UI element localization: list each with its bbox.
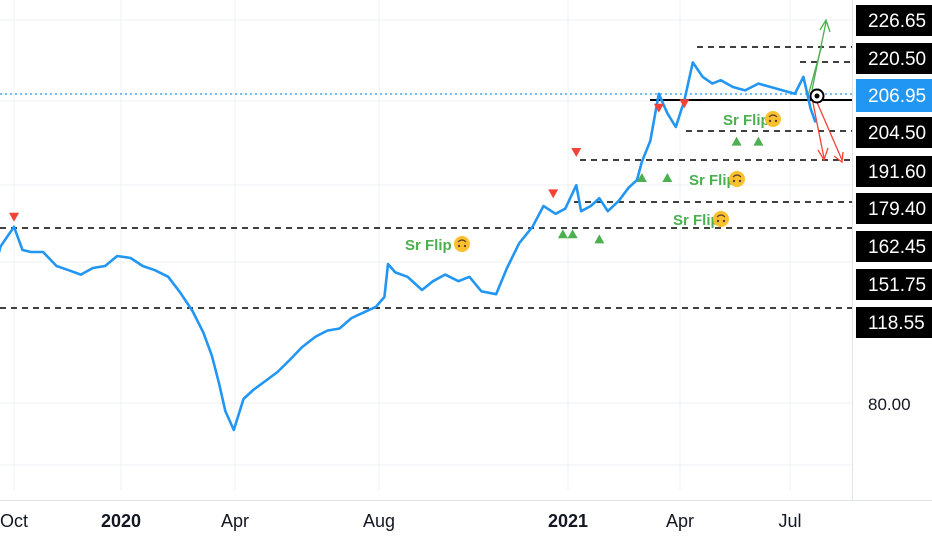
svg-text:179.40: 179.40 — [868, 199, 926, 220]
svg-text:151.75: 151.75 — [868, 275, 926, 296]
upside-down-face-icon — [729, 171, 745, 187]
low-marker-icon — [557, 229, 568, 239]
low-marker-icon — [594, 234, 605, 244]
down-arrow-1 — [811, 97, 825, 159]
svg-text:Sr Flip: Sr Flip — [673, 212, 720, 229]
low-marker-icon — [636, 173, 647, 182]
x-tick-label: Oct — [0, 511, 28, 531]
upside-down-face-icon — [713, 211, 729, 227]
svg-text:226.65: 226.65 — [868, 11, 926, 32]
price-label-box: 151.75 — [856, 269, 932, 300]
annotation-3: Sr Flip — [689, 171, 745, 189]
upside-down-face-icon — [765, 111, 781, 127]
x-tick-label: 2020 — [101, 511, 141, 531]
grid — [0, 0, 852, 490]
annotation-2: Sr Flip — [673, 211, 729, 229]
target-circle-icon — [809, 88, 825, 104]
down-arrow-2 — [815, 99, 843, 161]
low-marker-icon — [567, 229, 578, 239]
x-tick-label: Apr — [666, 511, 694, 531]
high-marker-icon — [679, 99, 690, 109]
svg-text:Sr Flip: Sr Flip — [689, 172, 736, 189]
x-tick-label: Apr — [221, 511, 249, 531]
up-arrow-2 — [807, 44, 823, 97]
price-label-box: 220.50 — [856, 43, 932, 74]
svg-text:206.95: 206.95 — [868, 86, 926, 107]
svg-text:191.60: 191.60 — [868, 162, 926, 183]
upside-down-face-icon — [454, 236, 470, 252]
annotation-1: Sr Flip — [405, 236, 470, 254]
price-label-box: 204.50 — [856, 117, 932, 148]
svg-text:118.55: 118.55 — [868, 313, 925, 334]
price-label-box: 226.65 — [856, 5, 932, 36]
svg-text:162.45: 162.45 — [868, 237, 926, 258]
low-marker-icon — [662, 173, 673, 182]
price-axis[interactable]: 226.65 220.50 206.95 204.50 191.60 179.4… — [852, 0, 932, 500]
high-marker-icon — [9, 212, 19, 222]
down-arrow-2-head — [833, 151, 844, 164]
svg-text:Sr Flip: Sr Flip — [723, 112, 770, 129]
svg-text:204.50: 204.50 — [868, 123, 926, 144]
current-price-badge: 206.95 — [856, 79, 932, 112]
low-marker-icon — [753, 136, 764, 146]
high-marker-icon — [571, 148, 582, 157]
svg-text:220.50: 220.50 — [868, 49, 926, 70]
y-tick-label: 80.00 — [868, 395, 911, 414]
markers — [9, 99, 764, 244]
down-arrow-1-head — [817, 147, 829, 162]
up-arrow-1-head — [819, 18, 831, 33]
svg-text:Sr Flip: Sr Flip — [405, 237, 452, 254]
price-label-box: 118.55 — [856, 307, 932, 338]
x-tick-label: 2021 — [548, 511, 588, 531]
x-tick-label: Jul — [778, 511, 801, 531]
projection-arrows — [807, 18, 844, 164]
annotation-4: Sr Flip — [723, 111, 781, 129]
price-label-box: 191.60 — [856, 156, 932, 187]
price-label-box: 162.45 — [856, 231, 932, 262]
high-marker-icon — [548, 189, 559, 199]
price-label-box: 179.40 — [856, 193, 932, 224]
x-tick-label: Aug — [363, 511, 395, 531]
low-marker-icon — [731, 136, 742, 146]
time-axis[interactable]: Oct 2020 Apr Aug 2021 Apr Jul — [0, 500, 932, 532]
sr-levels — [0, 46, 852, 309]
high-marker-icon — [653, 103, 664, 113]
